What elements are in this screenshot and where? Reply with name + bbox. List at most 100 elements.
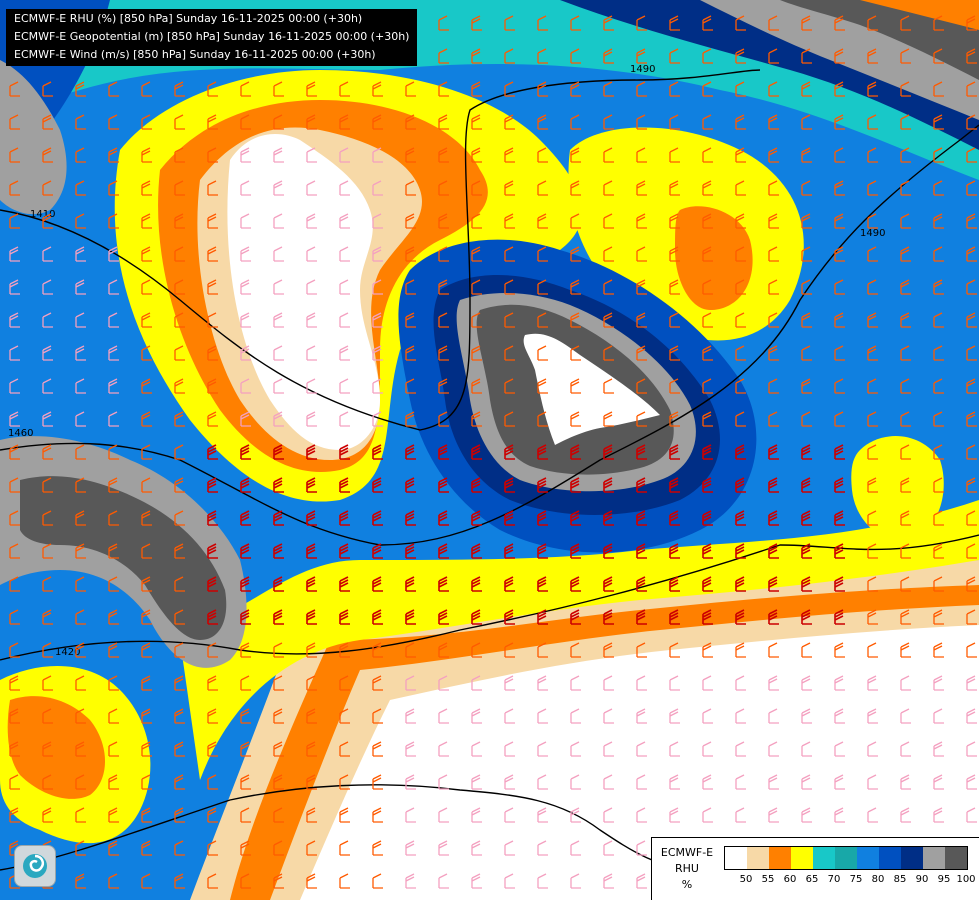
wind-barb (372, 444, 383, 460)
wind-barb (471, 114, 482, 130)
wind-barb (471, 675, 482, 691)
wind-barb (768, 543, 779, 559)
wind-barb (75, 114, 86, 130)
wind-barb (273, 444, 284, 460)
wind-barb (636, 642, 647, 658)
wind-barb (306, 213, 317, 229)
wind-barb (174, 741, 185, 757)
wind-barb (900, 675, 911, 691)
wind-barb (966, 48, 977, 64)
legend-tick-label: 90 (915, 874, 929, 885)
wind-barb (636, 147, 647, 163)
wind-barb (603, 147, 614, 163)
wind-barb (504, 15, 515, 31)
wind-barb (141, 774, 152, 790)
wind-barb (570, 675, 581, 691)
legend-tick-label: 65 (805, 874, 819, 885)
wind-barb (339, 477, 350, 493)
wind-barb (141, 279, 152, 295)
wind-barb (372, 774, 383, 790)
wind-barb (141, 741, 152, 757)
wind-barb (471, 477, 482, 493)
wind-barb (75, 279, 86, 295)
wind-barb (933, 609, 944, 625)
wind-barb (768, 15, 779, 31)
wind-barb (603, 15, 614, 31)
wind-barb (504, 279, 515, 295)
wind-barb (570, 15, 581, 31)
wind-barb (438, 246, 449, 262)
legend-unit: % (681, 878, 693, 891)
wind-barb (603, 840, 614, 856)
wind-barb (174, 840, 185, 856)
wind-barb (603, 774, 614, 790)
wind-barb (537, 444, 548, 460)
contour-label: 1420 (55, 647, 80, 658)
wind-barb (471, 807, 482, 823)
wind-barb (471, 609, 482, 625)
wind-barb (768, 807, 779, 823)
wind-barb (801, 345, 812, 361)
wind-barb (537, 873, 548, 889)
wind-barb (240, 114, 251, 130)
wind-barb (471, 708, 482, 724)
wind-barb (438, 444, 449, 460)
wind-barb (933, 741, 944, 757)
wind-barb (207, 774, 218, 790)
wind-barb (669, 708, 680, 724)
wind-barb (867, 147, 878, 163)
wind-barb (834, 279, 845, 295)
wind-barb (768, 213, 779, 229)
wind-barb (570, 312, 581, 328)
wind-barb (207, 114, 218, 130)
wind-barb (42, 774, 53, 790)
rh-band-65-east-small (851, 436, 944, 541)
wind-barb (933, 642, 944, 658)
wind-barb (933, 576, 944, 592)
wind-barb (669, 246, 680, 262)
wind-barb (240, 378, 251, 394)
wind-barb (174, 81, 185, 97)
wind-barb (471, 180, 482, 196)
wind-barb (603, 510, 614, 526)
wind-barb (570, 477, 581, 493)
wind-barb (174, 444, 185, 460)
wind-barb (669, 543, 680, 559)
wind-barb (471, 642, 482, 658)
wind-barb (966, 675, 977, 691)
wind-barb (405, 81, 416, 97)
wind-barb (768, 708, 779, 724)
wind-barb (570, 279, 581, 295)
wind-barb (9, 510, 20, 526)
wind-barb (834, 543, 845, 559)
wind-barb (42, 180, 53, 196)
wind-barb (240, 147, 251, 163)
wind-barb (273, 807, 284, 823)
wind-barb (768, 312, 779, 328)
wind-barb (636, 675, 647, 691)
wind-barb (372, 213, 383, 229)
wind-barb (174, 609, 185, 625)
wind-barb (768, 114, 779, 130)
wind-barb (174, 114, 185, 130)
wind-barb (933, 510, 944, 526)
wind-barb (735, 675, 746, 691)
wind-barb (900, 246, 911, 262)
wind-barb (471, 312, 482, 328)
wind-barb (636, 609, 647, 625)
wind-barb (339, 246, 350, 262)
wind-barb (240, 213, 251, 229)
wind-barb (900, 48, 911, 64)
wind-barb (9, 774, 20, 790)
wind-barb (702, 807, 713, 823)
wind-barb (570, 708, 581, 724)
wind-barb (801, 48, 812, 64)
wind-barb (570, 147, 581, 163)
wind-barb (306, 807, 317, 823)
wind-barb (669, 642, 680, 658)
wind-barb (801, 741, 812, 757)
wind-barb (900, 708, 911, 724)
wind-barb (867, 510, 878, 526)
wind-barb (42, 576, 53, 592)
wind-barb (834, 741, 845, 757)
